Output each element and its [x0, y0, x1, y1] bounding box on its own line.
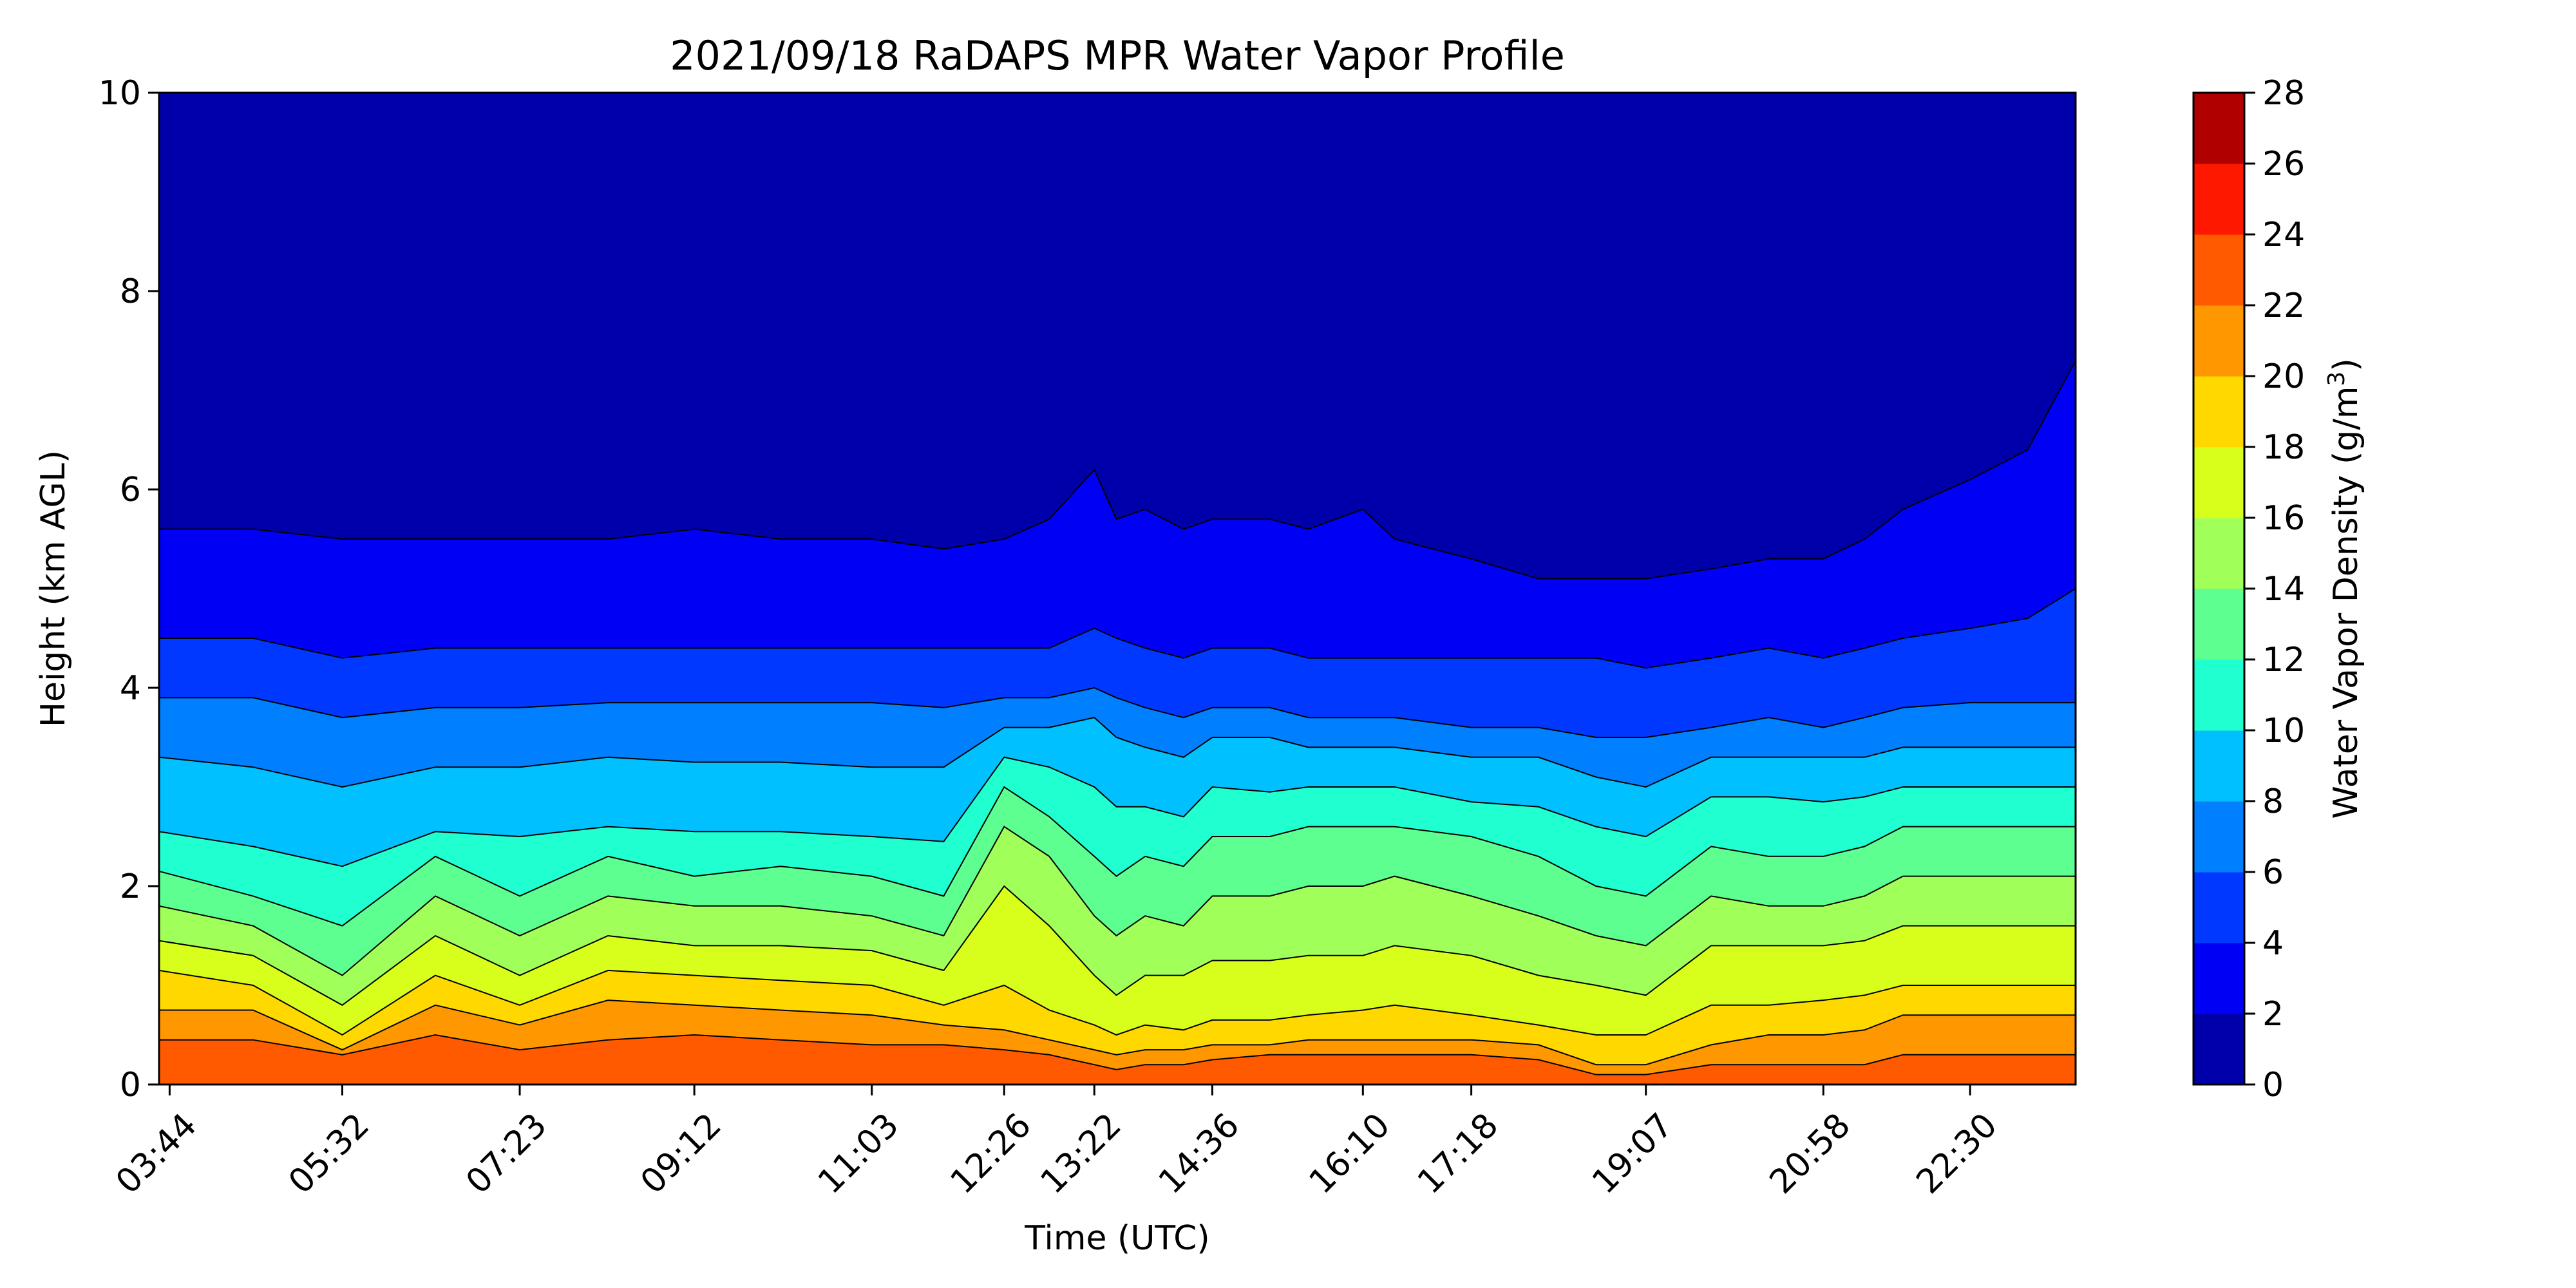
y-axis-label: Height (km AGL): [34, 450, 73, 727]
colorbar-segment: [2193, 447, 2244, 518]
y-tick-label: 10: [99, 74, 141, 113]
contour-bands: [159, 93, 2076, 1084]
x-tick-label: 14:36: [1151, 1106, 1247, 1201]
colorbar-tick-label: 8: [2262, 782, 2284, 821]
x-tick-label: 11:03: [811, 1106, 906, 1201]
colorbar-tick-label: 26: [2262, 145, 2305, 184]
colorbar: [2193, 93, 2244, 1085]
colorbar-label-main: Water Vapor Density (g/m: [2327, 386, 2365, 819]
colorbar-segment: [2193, 1014, 2244, 1085]
x-tick-label: 09:12: [634, 1106, 729, 1201]
colorbar-label: Water Vapor Density (g/m3): [2324, 358, 2366, 819]
colorbar-tick-label: 24: [2262, 216, 2305, 254]
colorbar-tick-label: 10: [2262, 712, 2305, 750]
y-tick-label: 8: [120, 272, 141, 311]
colorbar-segment: [2193, 234, 2244, 306]
x-axis-label: Time (UTC): [1024, 1219, 1209, 1258]
colorbar-segment: [2193, 801, 2244, 873]
contour-line: [159, 969, 2076, 1036]
x-tick-label: 05:32: [281, 1106, 377, 1201]
y-tick-label: 4: [120, 669, 141, 708]
y-tick-label: 6: [120, 471, 141, 509]
contour-line: [159, 885, 2076, 1006]
x-tick-label: 12:26: [943, 1106, 1039, 1201]
colorbar-tick-label: 28: [2262, 74, 2305, 113]
colorbar-segment: [2193, 164, 2244, 235]
colorbar-tick-label: 22: [2262, 287, 2305, 325]
colorbar-segment: [2193, 376, 2244, 448]
colorbar-tick-label: 0: [2262, 1066, 2284, 1104]
x-tick-label: 07:23: [459, 1106, 554, 1201]
colorbar-tick-label: 14: [2262, 570, 2305, 609]
contour-line: [159, 786, 2076, 927]
colorbar-tick-label: 4: [2262, 924, 2284, 963]
contour-line: [159, 588, 2076, 669]
colorbar-segment: [2193, 943, 2244, 1014]
contour-line: [159, 1034, 2076, 1075]
colorbar-tick-label: 18: [2262, 428, 2305, 467]
colorbar-segment: [2193, 589, 2244, 660]
contour-line: [159, 756, 2076, 867]
colorbar-label-sup: 3: [2324, 372, 2350, 386]
contour-line: [159, 999, 2076, 1066]
colorbar-segment: [2193, 93, 2244, 164]
x-tick-label: 22:30: [1909, 1106, 2005, 1201]
x-tick-label: 16:10: [1302, 1106, 1397, 1201]
colorbar-segment: [2193, 518, 2244, 589]
colorbar-segment: [2193, 730, 2244, 802]
colorbar-segment: [2193, 872, 2244, 943]
contour-band-0-2: [159, 93, 2076, 579]
colorbar-tick-label: 12: [2262, 641, 2305, 679]
x-tick-label: 03:44: [109, 1106, 204, 1201]
contour-line: [159, 687, 2076, 738]
colorbar-segment: [2193, 659, 2244, 731]
y-tick-label: 2: [120, 867, 141, 906]
x-tick-label: 17:18: [1410, 1106, 1506, 1201]
colorbar-tick-label: 16: [2262, 499, 2305, 538]
contour-line: [159, 826, 2076, 976]
colorbar-tick-label: 20: [2262, 357, 2305, 396]
x-tick-label: 19:07: [1585, 1106, 1680, 1201]
y-tick-label: 0: [120, 1066, 141, 1104]
contour-line: [159, 717, 2076, 788]
colorbar-tick-label: 2: [2262, 995, 2284, 1034]
contour-line: [159, 360, 2076, 580]
x-tick-label: 20:58: [1763, 1106, 1858, 1201]
colorbar-label-end: ): [2327, 358, 2365, 371]
colorbar-tick-label: 6: [2262, 853, 2284, 892]
x-tick-label: 13:22: [1034, 1106, 1129, 1201]
chart-title: 2021/09/18 RaDAPS MPR Water Vapor Profil…: [670, 32, 1565, 79]
y-axis-ticks: 0 2 4 6 8 10: [99, 74, 159, 1104]
colorbar-segment: [2193, 305, 2244, 377]
plot-frame: [158, 91, 2077, 1086]
